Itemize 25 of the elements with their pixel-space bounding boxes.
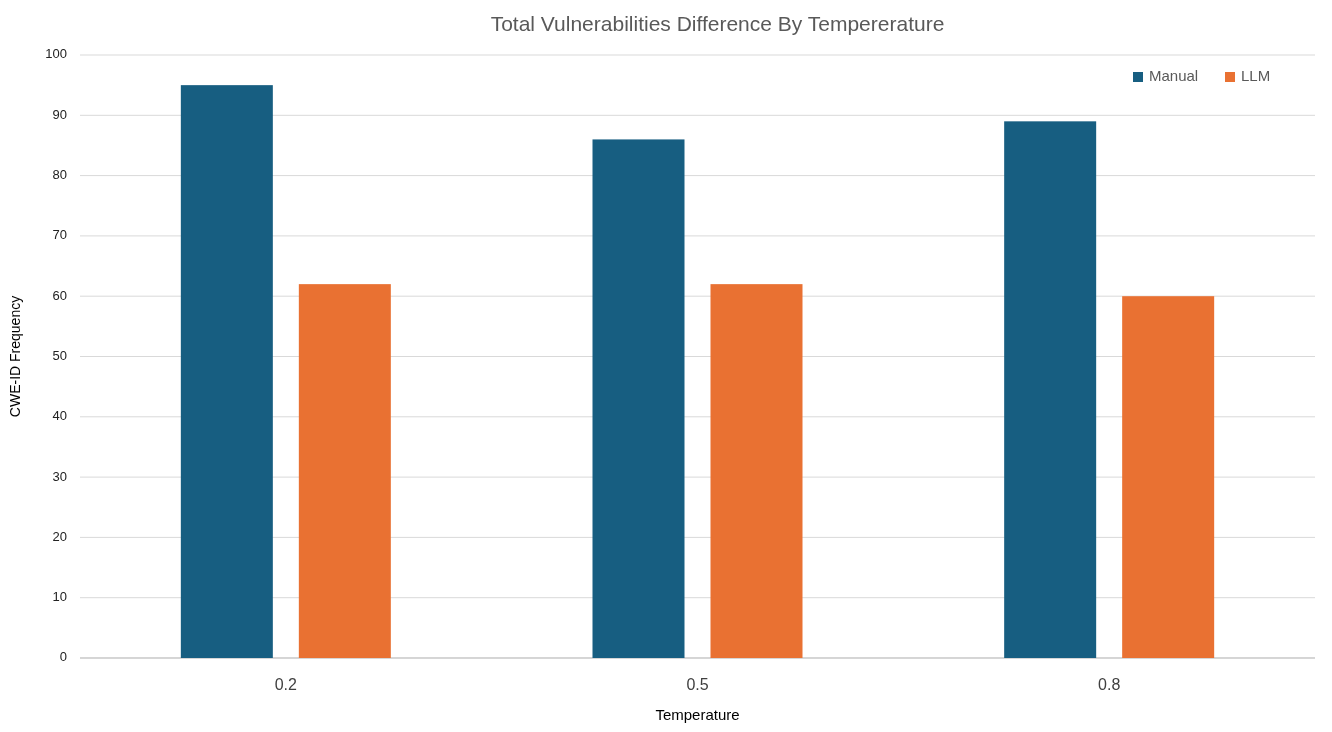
bar	[1122, 296, 1215, 658]
y-axis-title: CWE-ID Frequency	[7, 295, 23, 418]
x-tick-label: 0.8	[1098, 676, 1121, 693]
bar	[710, 284, 803, 658]
x-tick-label: 0.5	[686, 676, 709, 693]
x-axis-title: Temperature	[655, 706, 740, 723]
y-tick-label: 80	[52, 167, 67, 183]
y-tick-label: 50	[52, 347, 67, 363]
y-tick-label: 90	[52, 106, 67, 122]
bar	[1004, 121, 1097, 658]
y-tick-label: 20	[52, 528, 67, 544]
y-tick-label: 30	[52, 468, 67, 484]
x-tick-label: 0.2	[274, 676, 298, 693]
bar	[592, 139, 685, 658]
y-tick-label: 70	[52, 227, 67, 243]
legend-label: Manual	[1149, 66, 1199, 84]
y-tick-label: 0	[59, 649, 67, 665]
y-tick-label: 100	[45, 46, 67, 62]
bar	[180, 85, 273, 658]
legend-label: LLM	[1241, 66, 1271, 84]
y-tick-label: 60	[52, 287, 67, 303]
chart-title: Total Vulnerabilities Difference By Tempererature	[490, 11, 945, 35]
bar	[298, 284, 391, 658]
y-tick-label: 40	[52, 408, 67, 424]
y-tick-label: 10	[52, 589, 67, 605]
